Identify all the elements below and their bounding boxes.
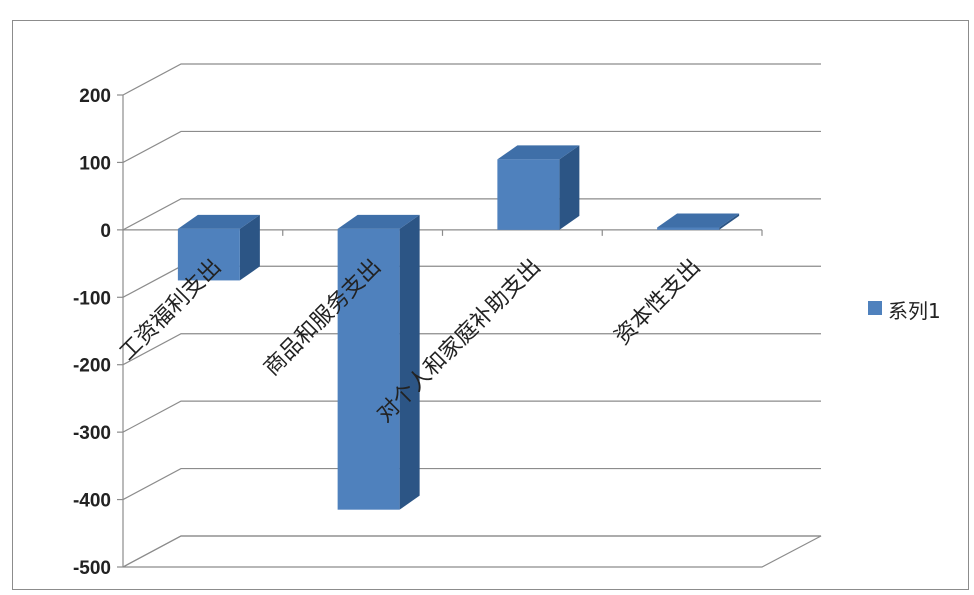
category-label: 资本性支出 bbox=[610, 254, 705, 349]
bar-front bbox=[497, 159, 560, 230]
bar-side bbox=[239, 214, 260, 281]
y-tick-label: 100 bbox=[79, 153, 111, 174]
gridline bbox=[122, 400, 821, 433]
y-tick-label: -100 bbox=[73, 288, 111, 309]
gridline bbox=[122, 535, 821, 568]
gridline bbox=[122, 333, 821, 366]
bar bbox=[337, 214, 420, 510]
bar-top bbox=[337, 214, 420, 229]
floor bbox=[122, 535, 822, 568]
bar bbox=[657, 213, 740, 230]
y-tick-label: -400 bbox=[73, 491, 111, 512]
bar-side bbox=[399, 214, 420, 510]
bar-side bbox=[719, 213, 740, 230]
y-tick-label: 200 bbox=[79, 86, 111, 107]
grid-lines bbox=[122, 63, 822, 568]
legend: 系列1 bbox=[868, 299, 941, 323]
bar-top bbox=[657, 213, 740, 228]
y-tick-label: -500 bbox=[73, 558, 111, 579]
y-tick-label: -200 bbox=[73, 356, 111, 377]
chart-frame bbox=[12, 20, 969, 590]
bars bbox=[177, 145, 740, 510]
bar-front bbox=[177, 228, 240, 281]
gridline bbox=[122, 130, 821, 163]
bar bbox=[177, 214, 260, 281]
bar-top bbox=[177, 214, 260, 229]
bar-front bbox=[337, 228, 400, 510]
bar-front bbox=[657, 227, 720, 230]
gridline bbox=[122, 467, 821, 501]
y-tick-label: 0 bbox=[100, 221, 111, 242]
bar-side bbox=[559, 145, 580, 230]
gridline bbox=[122, 198, 821, 231]
y-tick-label: -300 bbox=[73, 423, 111, 444]
gridline bbox=[122, 63, 821, 96]
legend-swatch bbox=[868, 301, 882, 315]
legend-label: 系列1 bbox=[888, 299, 941, 323]
bar-top bbox=[497, 145, 580, 160]
bar bbox=[497, 145, 580, 230]
y-axis: 200 100 0 -100 -200 -300 -400 -500 bbox=[73, 86, 763, 579]
